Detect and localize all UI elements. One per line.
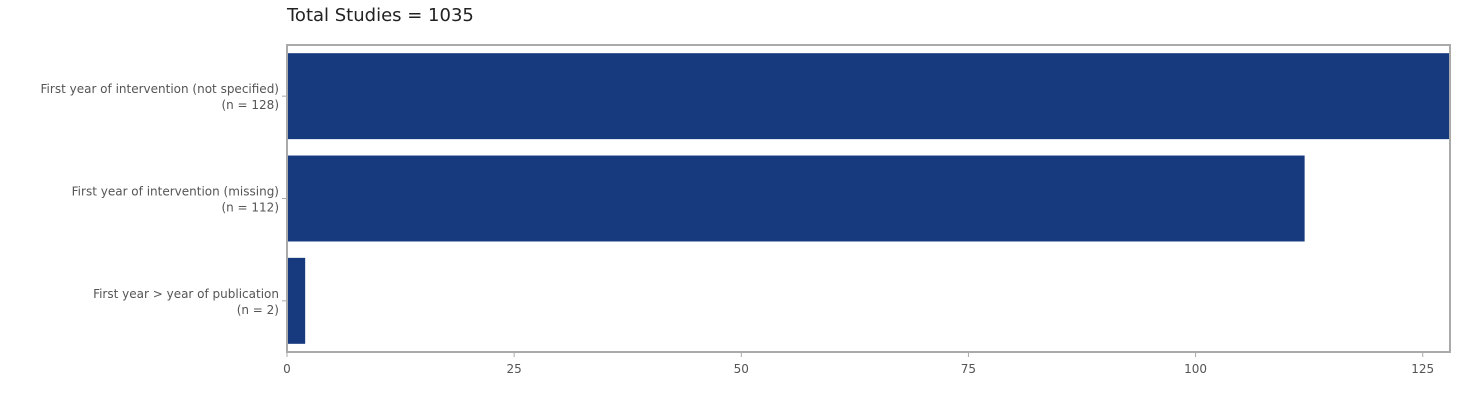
y-tick-label-line: (n = 128) xyxy=(221,98,279,112)
y-tick-label: First year of intervention (missing) (n =… xyxy=(72,185,279,215)
y-tick-label: First year of intervention (not specifie… xyxy=(41,82,279,112)
x-tick-label: 0 xyxy=(283,362,291,376)
plot-frame xyxy=(286,44,1451,353)
y-tick-label-line: First year of intervention (missing) xyxy=(72,185,279,199)
bar xyxy=(287,257,306,344)
y-tick-label-line: First year > year of publication xyxy=(93,287,279,301)
y-tick-label-line: First year of intervention (not specifie… xyxy=(41,82,279,96)
bar xyxy=(287,53,1450,140)
bar xyxy=(287,155,1305,242)
x-tick-label: 25 xyxy=(507,362,522,376)
y-tick-label-line: (n = 2) xyxy=(237,303,279,317)
x-tick-label: 125 xyxy=(1411,362,1434,376)
x-tick-label: 75 xyxy=(961,362,976,376)
chart-title: Total Studies = 1035 xyxy=(287,5,474,26)
x-tick-label: 50 xyxy=(734,362,749,376)
y-tick-label: First year > year of publication (n = 2) xyxy=(93,287,279,317)
y-tick-label-line: (n = 112) xyxy=(221,201,279,215)
x-tick-label: 100 xyxy=(1184,362,1207,376)
